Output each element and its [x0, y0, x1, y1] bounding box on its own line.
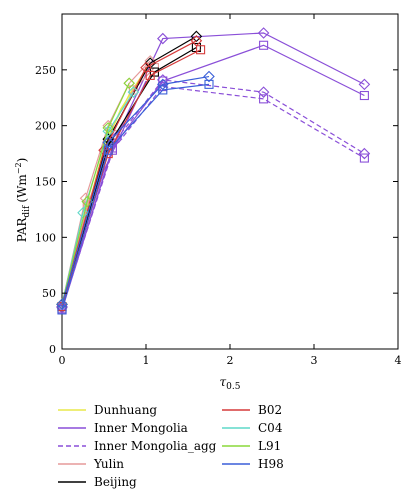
series-line — [57, 79, 214, 315]
legend-entry: H98 — [222, 457, 284, 471]
data-point — [157, 32, 169, 45]
legend-label: Dunhuang — [94, 403, 157, 417]
legend-entry: B02 — [222, 403, 282, 417]
data-point — [257, 27, 270, 39]
data-point — [103, 145, 113, 155]
legend-entry: Yulin — [58, 457, 124, 471]
x-axis-label-sub: 0.5 — [226, 382, 241, 392]
series-path — [61, 46, 197, 307]
y-axis-label-main: PAR — [15, 217, 29, 243]
legend-entry: C04 — [222, 421, 283, 435]
plot-area — [61, 13, 399, 350]
series-path — [61, 85, 365, 309]
data-point — [57, 305, 67, 315]
y-axis-label-unit: (Wm — [15, 174, 29, 203]
data-point — [359, 153, 369, 163]
legend-label: L91 — [258, 439, 281, 453]
legend-label: H98 — [258, 457, 284, 471]
data-point — [259, 40, 269, 50]
y-tick-label: 150 — [35, 176, 56, 189]
series-path — [61, 75, 210, 305]
legend-label: Yulin — [93, 457, 124, 471]
y-axis-label: PARdif (Wm−2) — [14, 158, 32, 243]
legend-entry: L91 — [222, 439, 281, 453]
series-path — [61, 82, 130, 305]
y-axis-label-sub: dif — [22, 205, 32, 218]
legend-label: Inner Mongolia — [94, 421, 188, 435]
legend-label: Beijing — [94, 475, 137, 489]
legend-entry: Beijing — [58, 475, 137, 489]
y-tick-label: 200 — [35, 120, 56, 133]
data-point — [257, 86, 270, 98]
x-tick-label: 3 — [311, 354, 318, 367]
data-point — [102, 136, 114, 149]
data-point — [358, 147, 371, 160]
legend-entry: Inner Mongolia_agg — [58, 439, 217, 453]
data-point — [358, 78, 371, 91]
series-path — [61, 83, 210, 311]
data-point — [145, 70, 155, 80]
x-tick-label: 0 — [59, 354, 66, 367]
legend-label: C04 — [258, 421, 283, 435]
y-axis-label-close: ) — [15, 158, 29, 163]
data-point — [56, 298, 68, 311]
data-point — [196, 45, 206, 55]
y-tick-label: 50 — [42, 287, 56, 300]
x-tick-label: 1 — [143, 354, 150, 367]
x-tick-label: 2 — [227, 354, 234, 367]
y-tick-label: 100 — [35, 231, 56, 244]
x-axis-label-main: τ — [220, 375, 227, 389]
data-point — [81, 195, 93, 208]
data-point — [204, 79, 214, 89]
data-point — [102, 122, 114, 134]
series-layer — [56, 27, 371, 315]
data-point — [127, 86, 140, 98]
plot-frame — [61, 13, 399, 350]
legend-label: B02 — [258, 403, 282, 417]
legend-entry: Inner Mongolia — [58, 421, 188, 435]
series-path — [61, 40, 197, 305]
y-axis-label-exp: −2 — [14, 162, 23, 174]
y-tick-label: 0 — [49, 343, 56, 356]
x-axis-label: τ0.5 — [220, 375, 241, 392]
data-point — [259, 94, 269, 104]
series-line — [56, 70, 215, 311]
data-point — [158, 85, 168, 95]
data-point — [123, 77, 135, 90]
axes-layer: 0 1 2 3 4 0 50 100 150 200 250 — [35, 14, 402, 367]
y-tick-label: 250 — [35, 64, 56, 77]
legend: Dunhuang Inner Mongolia Inner Mongolia_agg… — [58, 403, 284, 489]
legend-label: Inner Mongolia_agg — [94, 439, 217, 453]
data-point — [359, 90, 369, 101]
legend-entry: Dunhuang — [58, 403, 157, 417]
data-point — [203, 70, 215, 83]
data-point — [157, 78, 169, 91]
x-tick-label: 4 — [395, 354, 402, 367]
